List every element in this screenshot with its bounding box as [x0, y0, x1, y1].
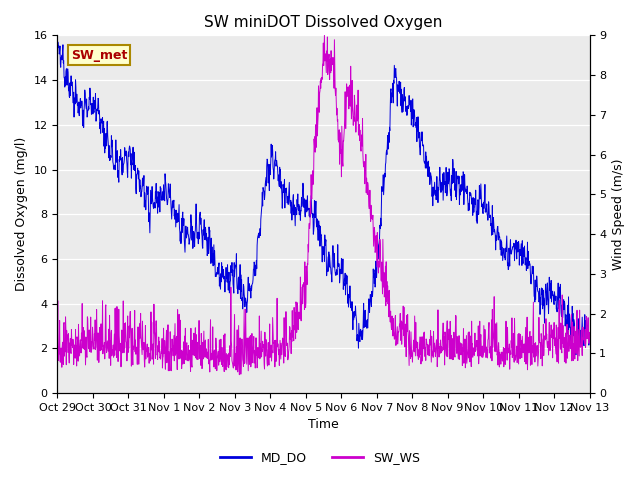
X-axis label: Time: Time [308, 419, 339, 432]
Legend: MD_DO, SW_WS: MD_DO, SW_WS [214, 446, 426, 469]
Y-axis label: Wind Speed (m/s): Wind Speed (m/s) [612, 158, 625, 270]
Title: SW miniDOT Dissolved Oxygen: SW miniDOT Dissolved Oxygen [204, 15, 443, 30]
Y-axis label: Dissolved Oxygen (mg/l): Dissolved Oxygen (mg/l) [15, 137, 28, 291]
Text: SW_met: SW_met [70, 48, 127, 61]
